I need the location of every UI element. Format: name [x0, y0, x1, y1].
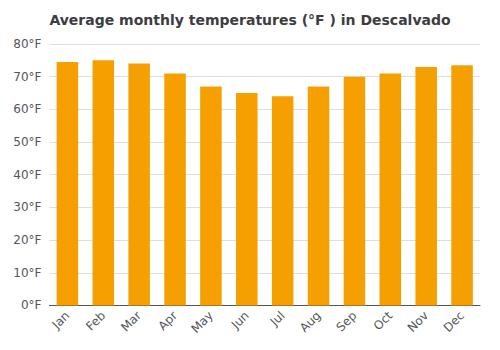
- svg-text:Nov: Nov: [405, 309, 431, 335]
- svg-text:Jul: Jul: [267, 309, 288, 330]
- svg-text:Dec: Dec: [441, 309, 467, 335]
- svg-text:40°F: 40°F: [13, 168, 41, 182]
- svg-text:30°F: 30°F: [13, 200, 41, 214]
- svg-text:Jan: Jan: [49, 309, 73, 333]
- svg-text:Oct: Oct: [371, 308, 396, 333]
- svg-text:Jun: Jun: [228, 309, 252, 333]
- svg-text:70°F: 70°F: [13, 70, 41, 84]
- svg-text:Sep: Sep: [334, 309, 360, 335]
- svg-text:Apr: Apr: [155, 308, 180, 333]
- svg-text:20°F: 20°F: [13, 233, 41, 247]
- svg-text:10°F: 10°F: [13, 266, 41, 280]
- svg-text:Feb: Feb: [83, 309, 108, 334]
- svg-text:0°F: 0°F: [21, 298, 42, 312]
- svg-text:May: May: [188, 309, 215, 336]
- svg-text:Aug: Aug: [297, 309, 323, 335]
- svg-text:Average monthly temperatures (: Average monthly temperatures (°F ) in De…: [49, 12, 451, 28]
- svg-text:80°F: 80°F: [13, 37, 41, 51]
- svg-text:60°F: 60°F: [13, 102, 41, 116]
- svg-text:Mar: Mar: [118, 308, 144, 334]
- svg-text:50°F: 50°F: [13, 135, 41, 149]
